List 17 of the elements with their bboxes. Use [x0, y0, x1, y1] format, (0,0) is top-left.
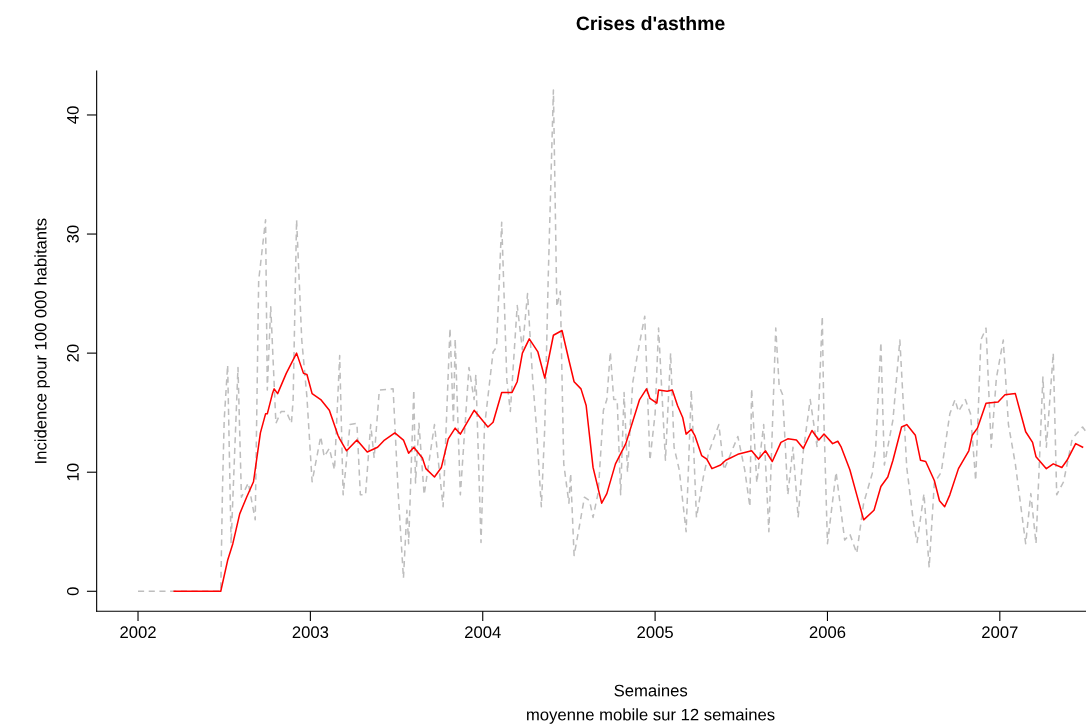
y-tick-label: 40 [66, 106, 79, 124]
y-axis-title: Incidence pour 100 000 habitants [34, 218, 50, 463]
x-tick-label: 2003 [292, 626, 329, 639]
x-axis-title: Semaines [614, 684, 688, 697]
y-tick-label: 30 [66, 225, 79, 243]
text: moyenne mobile sur 12 semaines [527, 708, 775, 724]
x-tick-label: 2004 [465, 626, 501, 639]
y-tick-label: 10 [66, 463, 79, 481]
x-tick-label: 2002 [120, 626, 156, 639]
y-tick-label: 20 [66, 344, 79, 362]
line-series [173, 329, 1084, 593]
x-tick-label: 2005 [637, 626, 673, 639]
line-series [137, 89, 1086, 593]
chart-title: Crises d'asthme [576, 15, 725, 31]
x-tick-label: 2006 [809, 626, 846, 639]
y-tick-label: 0 [66, 587, 79, 596]
x-tick-label: 2007 [982, 626, 1018, 639]
